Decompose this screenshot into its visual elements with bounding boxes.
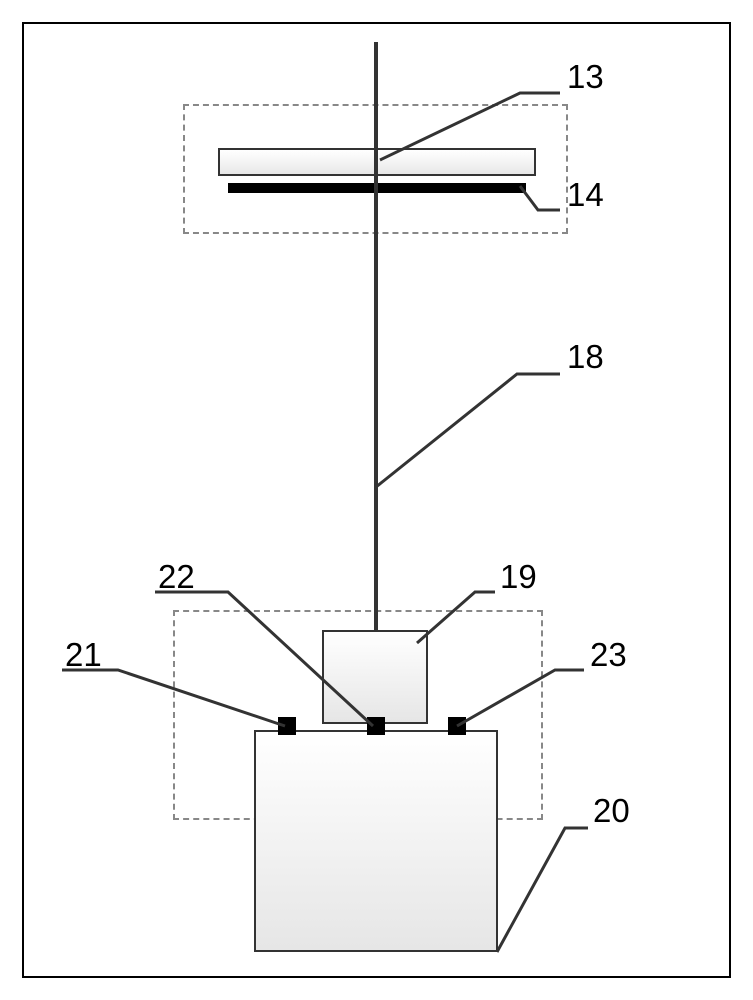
plate-13 — [218, 148, 536, 176]
label-13: 13 — [567, 58, 604, 96]
square-21 — [278, 717, 296, 735]
block-20 — [254, 730, 498, 952]
label-19: 19 — [500, 558, 537, 596]
label-22: 22 — [158, 558, 195, 596]
label-23: 23 — [590, 636, 627, 674]
block-19 — [322, 630, 428, 724]
label-21: 21 — [65, 636, 102, 674]
bar-14 — [228, 183, 526, 193]
square-23 — [448, 717, 466, 735]
square-22 — [367, 717, 385, 735]
label-14: 14 — [567, 176, 604, 214]
label-18: 18 — [567, 338, 604, 376]
label-20: 20 — [593, 792, 630, 830]
